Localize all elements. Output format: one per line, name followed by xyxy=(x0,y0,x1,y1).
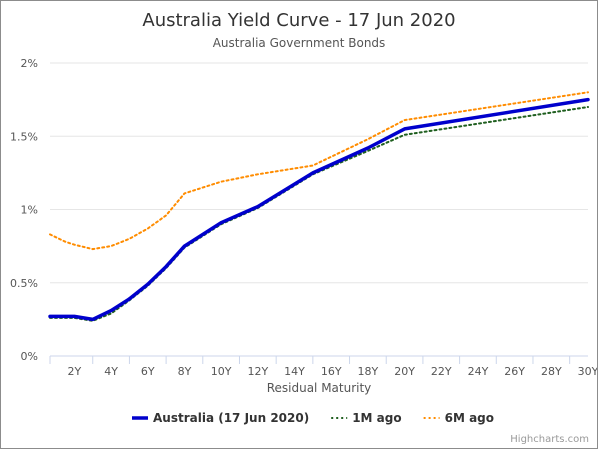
series-line-6m-ago[interactable] xyxy=(49,91,589,251)
grid-lines xyxy=(50,62,588,284)
legend-item[interactable]: 1M ago xyxy=(331,411,402,425)
x-tick-label: 8Y xyxy=(178,365,192,378)
x-tick-label: 6Y xyxy=(141,365,155,378)
y-tick-label: 2% xyxy=(21,57,38,70)
x-tick-label: 22Y xyxy=(431,365,452,378)
x-tick-label: 2Y xyxy=(68,365,82,378)
x-tick-label: 10Y xyxy=(211,365,232,378)
series-line-australia-17-jun-2020[interactable] xyxy=(48,97,590,322)
x-tick-label: 12Y xyxy=(247,365,268,378)
x-tick-label: 16Y xyxy=(321,365,342,378)
legend-label: Australia (17 Jun 2020) xyxy=(153,411,309,425)
credits-link[interactable]: Highcharts.com xyxy=(510,434,589,445)
legend-item[interactable]: Australia (17 Jun 2020) xyxy=(132,411,309,425)
x-tick-label: 26Y xyxy=(504,365,525,378)
series-line-1m-ago[interactable] xyxy=(49,106,589,322)
y-tick-label: 1% xyxy=(21,204,38,217)
x-tick-label: 18Y xyxy=(358,365,379,378)
y-tick-label: 0% xyxy=(21,350,38,363)
legend-label: 1M ago xyxy=(352,411,401,425)
series-group xyxy=(48,91,590,322)
chart-title: Australia Yield Curve - 17 Jun 2020 xyxy=(142,10,455,31)
y-axis: 0% 0.5% 1% 1.5% 2% xyxy=(10,57,38,363)
legend-label: 6M ago xyxy=(445,411,494,425)
legend: Australia (17 Jun 2020) 1M ago 6M ago xyxy=(132,411,494,425)
x-tick-label: 4Y xyxy=(104,365,118,378)
y-tick-label: 1.5% xyxy=(10,130,38,143)
y-tick-label: 0.5% xyxy=(10,277,38,290)
x-tick-label: 30Y xyxy=(578,365,597,378)
x-tick-label: 28Y xyxy=(541,365,562,378)
legend-item[interactable]: 6M ago xyxy=(423,411,494,425)
x-axis-title: Residual Maturity xyxy=(267,381,372,395)
chart-subtitle: Australia Government Bonds xyxy=(213,36,386,50)
x-tick-label: 20Y xyxy=(394,365,415,378)
x-tick-label: 24Y xyxy=(468,365,489,378)
x-tick-label: 14Y xyxy=(284,365,305,378)
x-axis: 2Y 4Y 6Y 8Y 10Y 12Y 14Y 16Y 18Y 20Y 22Y 24Y 26Y 28Y 30… xyxy=(49,356,597,378)
